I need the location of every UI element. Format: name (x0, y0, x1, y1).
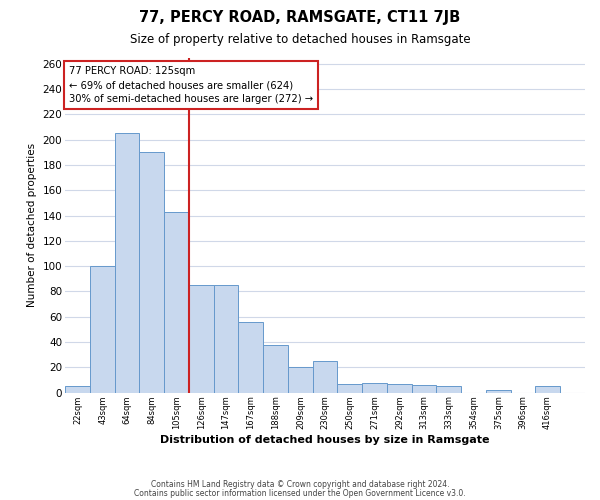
Bar (238, 322, 263, 392)
Bar (263, 344, 288, 393)
Bar (164, 212, 189, 392)
Text: Size of property relative to detached houses in Ramsgate: Size of property relative to detached ho… (130, 32, 470, 46)
Bar (337, 384, 362, 392)
Text: 77, PERCY ROAD, RAMSGATE, CT11 7JB: 77, PERCY ROAD, RAMSGATE, CT11 7JB (139, 10, 461, 25)
Bar (486, 390, 511, 392)
Bar (65, 386, 90, 392)
Bar (139, 152, 164, 392)
Text: Contains public sector information licensed under the Open Government Licence v3: Contains public sector information licen… (134, 488, 466, 498)
Bar (412, 385, 436, 392)
X-axis label: Distribution of detached houses by size in Ramsgate: Distribution of detached houses by size … (160, 435, 490, 445)
Bar (90, 266, 115, 392)
Bar (387, 384, 412, 392)
Bar (436, 386, 461, 392)
Bar (115, 134, 139, 392)
Bar (313, 361, 337, 392)
Bar (288, 368, 313, 392)
Y-axis label: Number of detached properties: Number of detached properties (27, 143, 37, 307)
Bar (189, 285, 214, 393)
Text: Contains HM Land Registry data © Crown copyright and database right 2024.: Contains HM Land Registry data © Crown c… (151, 480, 449, 489)
Bar (362, 382, 387, 392)
Bar (214, 285, 238, 393)
Text: 77 PERCY ROAD: 125sqm
← 69% of detached houses are smaller (624)
30% of semi-det: 77 PERCY ROAD: 125sqm ← 69% of detached … (68, 66, 313, 104)
Bar (535, 386, 560, 392)
